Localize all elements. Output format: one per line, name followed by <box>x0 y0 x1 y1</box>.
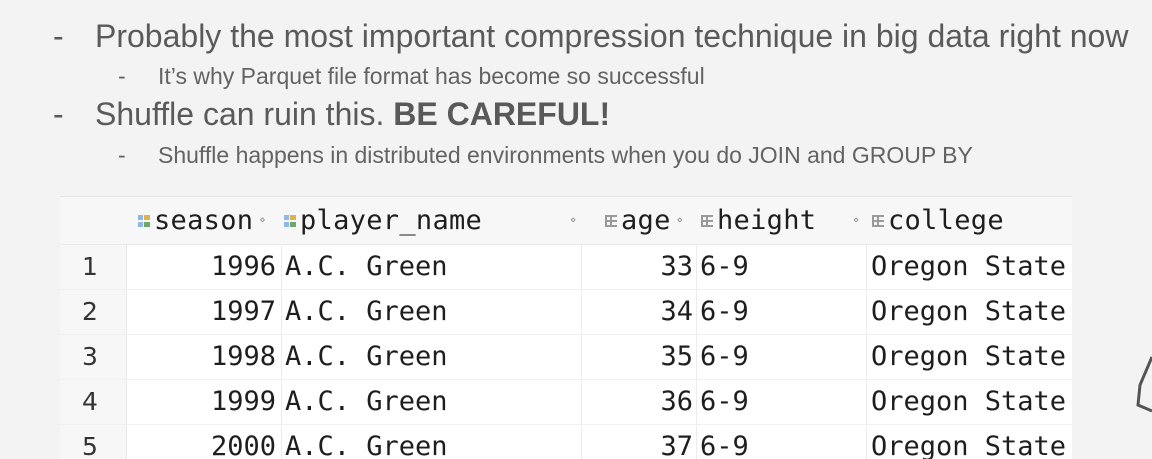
cell-player-name[interactable]: A.C. Green <box>285 296 448 327</box>
cell-height[interactable]: 6-9 <box>700 341 749 372</box>
table-row[interactable]: 1 1996 A.C. Green 33 6-9 Oregon State <box>60 244 1072 290</box>
numeric-column-icon <box>701 214 713 227</box>
cell-college[interactable]: Oregon State <box>871 431 1067 459</box>
bullet-text: Shuffle can ruin this. <box>95 96 394 132</box>
cell-player-name[interactable]: A.C. Green <box>285 386 448 417</box>
numeric-column-icon <box>872 214 884 227</box>
cell-height[interactable]: 6-9 <box>700 431 749 459</box>
column-divider <box>696 244 697 459</box>
row-number: 3 <box>82 342 98 371</box>
cell-age[interactable]: 36 <box>660 386 693 417</box>
bullet-text: Probably the most important compression … <box>95 18 1129 54</box>
table-row[interactable]: 3 1998 A.C. Green 35 6-9 Oregon State <box>60 334 1072 380</box>
bullet-text: It’s why Parquet file format has become … <box>158 63 705 89</box>
cell-player-name[interactable]: A.C. Green <box>285 431 448 459</box>
table-row[interactable]: 4 1999 A.C. Green 36 6-9 Oregon State <box>60 379 1072 425</box>
table-header <box>60 197 1072 245</box>
bullet-dash: - <box>118 142 126 168</box>
row-number: 4 <box>82 387 98 416</box>
column-header-college[interactable]: college <box>872 197 1004 244</box>
cell-college[interactable]: Oregon State <box>871 251 1067 282</box>
row-number: 5 <box>82 432 98 459</box>
column-header-label: college <box>888 205 1004 236</box>
row-number: 2 <box>82 297 98 326</box>
cell-season[interactable]: 1998 <box>210 341 276 372</box>
sort-handle-player-name[interactable]: ⋄ <box>564 197 577 244</box>
numeric-column-icon <box>605 214 617 227</box>
bullet-text: Shuffle happens in distributed environme… <box>158 142 973 168</box>
cell-age[interactable]: 34 <box>660 296 693 327</box>
sub-bullet-parquet: - It’s why Parquet file format has becom… <box>118 63 705 90</box>
cell-season[interactable]: 1997 <box>210 296 276 327</box>
column-header-label: season <box>154 205 254 236</box>
cursor-edge-icon <box>1136 356 1152 413</box>
column-header-player-name[interactable]: player_name <box>284 197 482 244</box>
column-divider <box>866 244 867 459</box>
cell-age[interactable]: 37 <box>660 431 693 459</box>
column-divider <box>581 244 582 459</box>
cell-college[interactable]: Oregon State <box>871 296 1067 327</box>
cell-college[interactable]: Oregon State <box>871 341 1067 372</box>
column-header-season[interactable]: season ⋄ <box>138 197 266 244</box>
column-header-age[interactable]: age ⋄ <box>605 197 683 244</box>
cell-height[interactable]: 6-9 <box>700 296 749 327</box>
column-divider <box>281 244 282 459</box>
column-header-label: height <box>717 205 817 236</box>
cell-age[interactable]: 33 <box>660 251 693 282</box>
table-row[interactable]: 5 2000 A.C. Green 37 6-9 Oregon State <box>60 424 1072 459</box>
cell-season[interactable]: 1996 <box>210 251 276 282</box>
table-row[interactable]: 2 1997 A.C. Green 34 6-9 Oregon State <box>60 289 1072 335</box>
cell-height[interactable]: 6-9 <box>700 251 749 282</box>
sort-icon[interactable]: ⋄ <box>570 214 577 226</box>
cell-player-name[interactable]: A.C. Green <box>285 251 448 282</box>
key-column-icon <box>138 214 150 227</box>
key-column-icon <box>284 214 296 227</box>
sort-icon[interactable]: ⋄ <box>853 214 860 226</box>
column-header-height[interactable]: height <box>701 197 816 244</box>
bullet-dash: - <box>118 63 126 89</box>
row-number: 1 <box>82 252 98 281</box>
data-table[interactable]: season ⋄ player_name ⋄ age ⋄ height ⋄ co… <box>60 196 1072 459</box>
cell-height[interactable]: 6-9 <box>700 386 749 417</box>
cell-season[interactable]: 2000 <box>210 431 276 459</box>
column-header-label: player_name <box>300 205 483 236</box>
cell-season[interactable]: 1999 <box>210 386 276 417</box>
bullet-dash: - <box>53 18 64 54</box>
cell-player-name[interactable]: A.C. Green <box>285 341 448 372</box>
bullet-compression: - Probably the most important compressio… <box>53 18 1129 55</box>
column-header-label: age <box>621 205 671 236</box>
sort-handle-height[interactable]: ⋄ <box>847 197 860 244</box>
cell-college[interactable]: Oregon State <box>871 386 1067 417</box>
sub-bullet-shuffle: - Shuffle happens in distributed environ… <box>118 142 973 169</box>
bullet-shuffle-warning: - Shuffle can ruin this. BE CAREFUL! <box>53 96 611 133</box>
sort-icon[interactable]: ⋄ <box>259 214 266 226</box>
bullet-dash: - <box>53 96 64 132</box>
cell-age[interactable]: 35 <box>660 341 693 372</box>
sort-icon[interactable]: ⋄ <box>676 214 684 226</box>
bullet-emphasis: BE CAREFUL! <box>393 96 611 132</box>
